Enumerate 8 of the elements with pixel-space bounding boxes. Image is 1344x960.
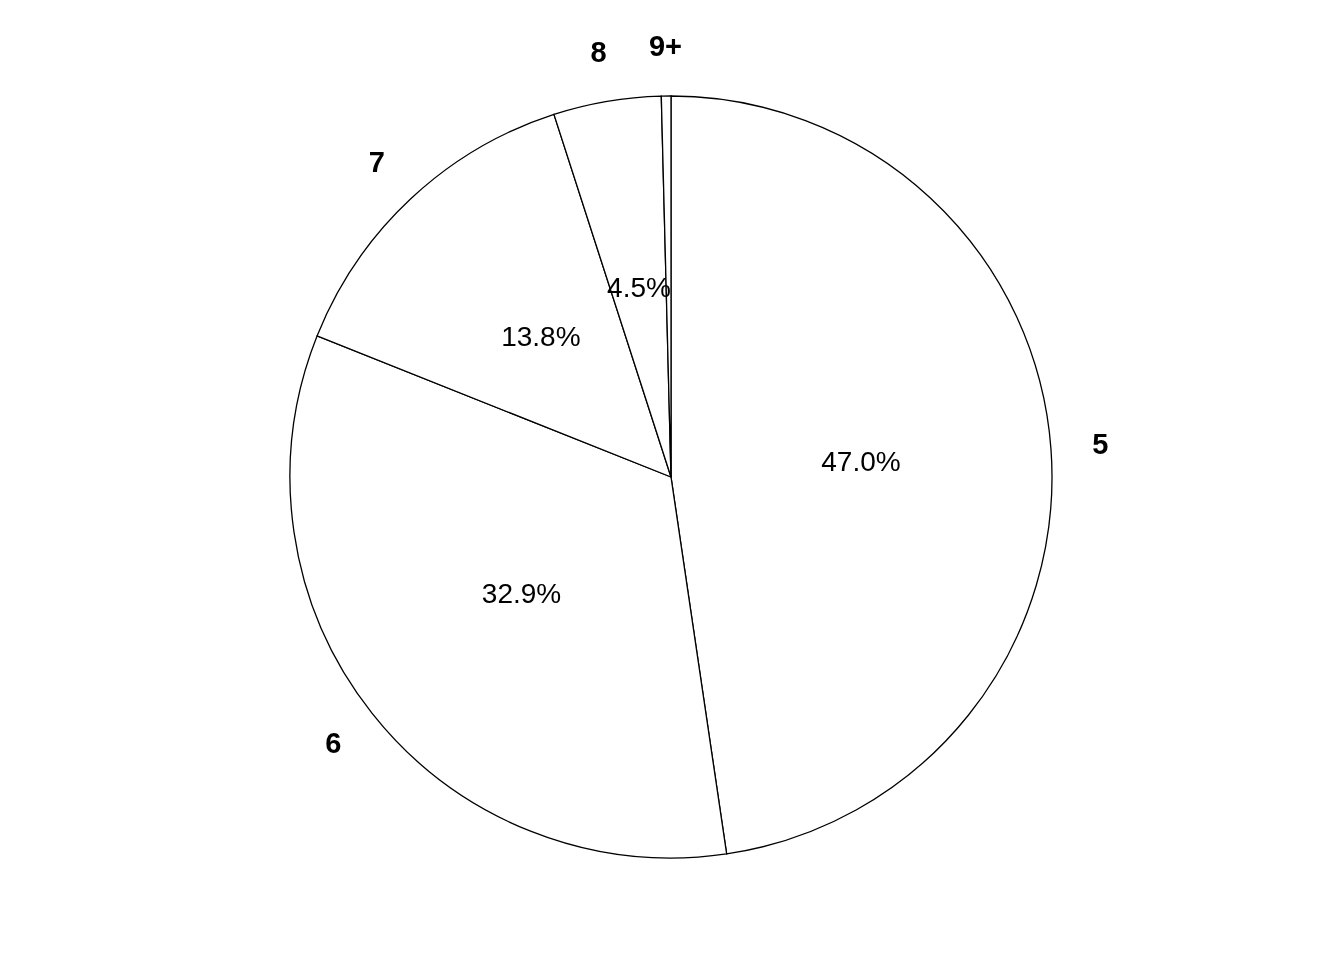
data-label: 13.8% [501, 320, 581, 352]
slice-label: 9+ [648, 29, 683, 62]
slice-label: 6 [325, 727, 342, 760]
data-label: 47.0% [821, 446, 901, 478]
slice-label: 5 [1092, 428, 1109, 461]
slice-label: 8 [590, 35, 607, 68]
slice-label: 7 [368, 145, 385, 178]
data-label: 32.9% [481, 578, 562, 610]
